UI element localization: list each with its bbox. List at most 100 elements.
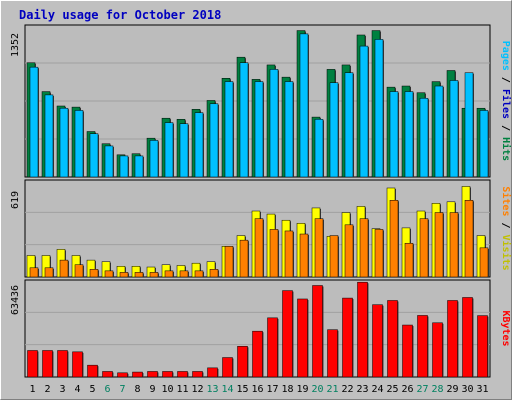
bar-kbytes-day-12 (192, 371, 203, 378)
y-max-label-hits-files: 1352 (10, 33, 21, 57)
x-tick-label-day-23: 23 (356, 384, 368, 395)
x-tick-label-day-7: 7 (119, 384, 125, 395)
bar-sites-day-20 (314, 218, 324, 278)
bar-sites-day-9 (149, 272, 159, 278)
bar-sites-day-17 (269, 229, 279, 278)
bar-sites-day-5 (89, 269, 99, 278)
legend-kbytes: KBytes (500, 310, 511, 346)
bar-sites-day-1 (29, 267, 39, 278)
bar-files-day-5 (89, 133, 99, 178)
bar-files-day-9 (149, 140, 159, 178)
x-tick-label-day-21: 21 (326, 384, 338, 395)
bar-kbytes-day-3 (57, 350, 68, 378)
bar-sites-day-14 (224, 246, 234, 278)
bar-files-day-12 (194, 112, 204, 178)
x-tick-label-day-13: 13 (206, 384, 218, 395)
x-tick-label-day-22: 22 (341, 384, 353, 395)
x-tick-label-day-4: 4 (74, 384, 80, 395)
bar-files-day-11 (179, 123, 189, 178)
bar-kbytes-day-7 (117, 372, 128, 378)
legend-entry-hits: Hits (500, 137, 512, 161)
legend-sites-visits: Sites / Visits (500, 186, 512, 270)
x-tick-label-day-1: 1 (29, 384, 35, 395)
bar-files-day-31 (479, 110, 489, 178)
bar-kbytes-day-15 (237, 346, 248, 378)
bar-files-day-28 (434, 85, 444, 178)
bar-kbytes-day-30 (462, 297, 473, 378)
bar-kbytes-day-21 (327, 329, 338, 378)
bar-sites-day-29 (449, 212, 459, 278)
bar-kbytes-day-9 (147, 371, 158, 378)
bar-sites-day-8 (134, 272, 144, 278)
x-tick-label-day-5: 5 (89, 384, 95, 395)
bar-sites-day-18 (284, 230, 294, 278)
bar-sites-day-4 (74, 264, 84, 278)
bar-sites-day-6 (104, 270, 114, 278)
bar-sites-day-16 (254, 218, 264, 278)
x-tick-label-day-24: 24 (371, 384, 383, 395)
legend-entry-kbytes: KBytes (500, 310, 511, 346)
bar-kbytes-day-18 (282, 290, 293, 378)
bar-files-day-15 (239, 62, 249, 178)
bar-files-day-18 (284, 81, 294, 178)
bar-sites-day-21 (329, 235, 339, 278)
x-tick-label-day-30: 30 (461, 384, 473, 395)
bar-kbytes-day-27 (417, 315, 428, 378)
bar-sites-day-3 (59, 259, 69, 278)
x-tick-label-day-15: 15 (236, 384, 248, 395)
bar-kbytes-day-5 (87, 364, 98, 378)
x-tick-label-day-14: 14 (221, 384, 233, 395)
bar-kbytes-day-6 (102, 371, 113, 378)
bar-kbytes-day-4 (72, 351, 83, 378)
x-tick-label-day-17: 17 (266, 384, 278, 395)
bar-files-day-24 (374, 39, 384, 178)
bar-kbytes-day-2 (42, 350, 53, 378)
bar-files-day-2 (44, 94, 54, 178)
bar-kbytes-day-20 (312, 285, 323, 378)
x-tick-label-day-9: 9 (149, 384, 155, 395)
bar-files-day-4 (74, 110, 84, 178)
legend-entry-sep1: / (500, 216, 511, 234)
bar-kbytes-day-16 (252, 330, 263, 378)
bar-kbytes-day-11 (177, 371, 188, 378)
bar-kbytes-day-17 (267, 317, 278, 378)
bar-sites-day-26 (404, 242, 414, 278)
y-max-label-kbytes: 63436 (10, 285, 21, 315)
bar-files-day-14 (224, 81, 234, 178)
x-tick-label-day-19: 19 (296, 384, 308, 395)
bar-kbytes-day-1 (27, 350, 38, 378)
bar-sites-day-23 (359, 218, 369, 278)
bar-files-day-30 (464, 72, 474, 178)
bar-kbytes-day-14 (222, 357, 233, 378)
bar-sites-day-27 (419, 218, 429, 278)
bar-sites-day-7 (119, 272, 129, 278)
bar-files-day-23 (359, 45, 369, 178)
x-tick-label-day-11: 11 (176, 384, 188, 395)
bar-kbytes-day-24 (372, 304, 383, 378)
chart-title: Daily usage for October 2018 (19, 8, 221, 22)
bar-kbytes-day-8 (132, 371, 143, 378)
legend-entry-sep1: / (500, 71, 511, 89)
bar-files-day-7 (119, 155, 129, 178)
bar-kbytes-day-29 (447, 300, 458, 378)
legend-entry-visits: Visits (500, 235, 512, 271)
bar-files-day-22 (344, 72, 354, 178)
x-tick-label-day-10: 10 (161, 384, 173, 395)
bar-files-day-29 (449, 80, 459, 178)
bar-sites-day-12 (194, 270, 204, 278)
bar-kbytes-day-22 (342, 297, 353, 378)
x-tick-label-day-6: 6 (104, 384, 110, 395)
bar-files-day-20 (314, 119, 324, 178)
bar-sites-day-22 (344, 224, 354, 278)
bar-files-day-26 (404, 91, 414, 178)
bar-sites-day-11 (179, 270, 189, 278)
x-tick-label-day-27: 27 (416, 384, 428, 395)
legend-entry-pages: Pages (500, 41, 511, 71)
x-tick-label-day-29: 29 (446, 384, 458, 395)
x-tick-label-day-28: 28 (431, 384, 443, 395)
bar-sites-day-24 (374, 229, 384, 278)
bar-sites-day-30 (464, 200, 474, 278)
bar-kbytes-day-26 (402, 324, 413, 378)
